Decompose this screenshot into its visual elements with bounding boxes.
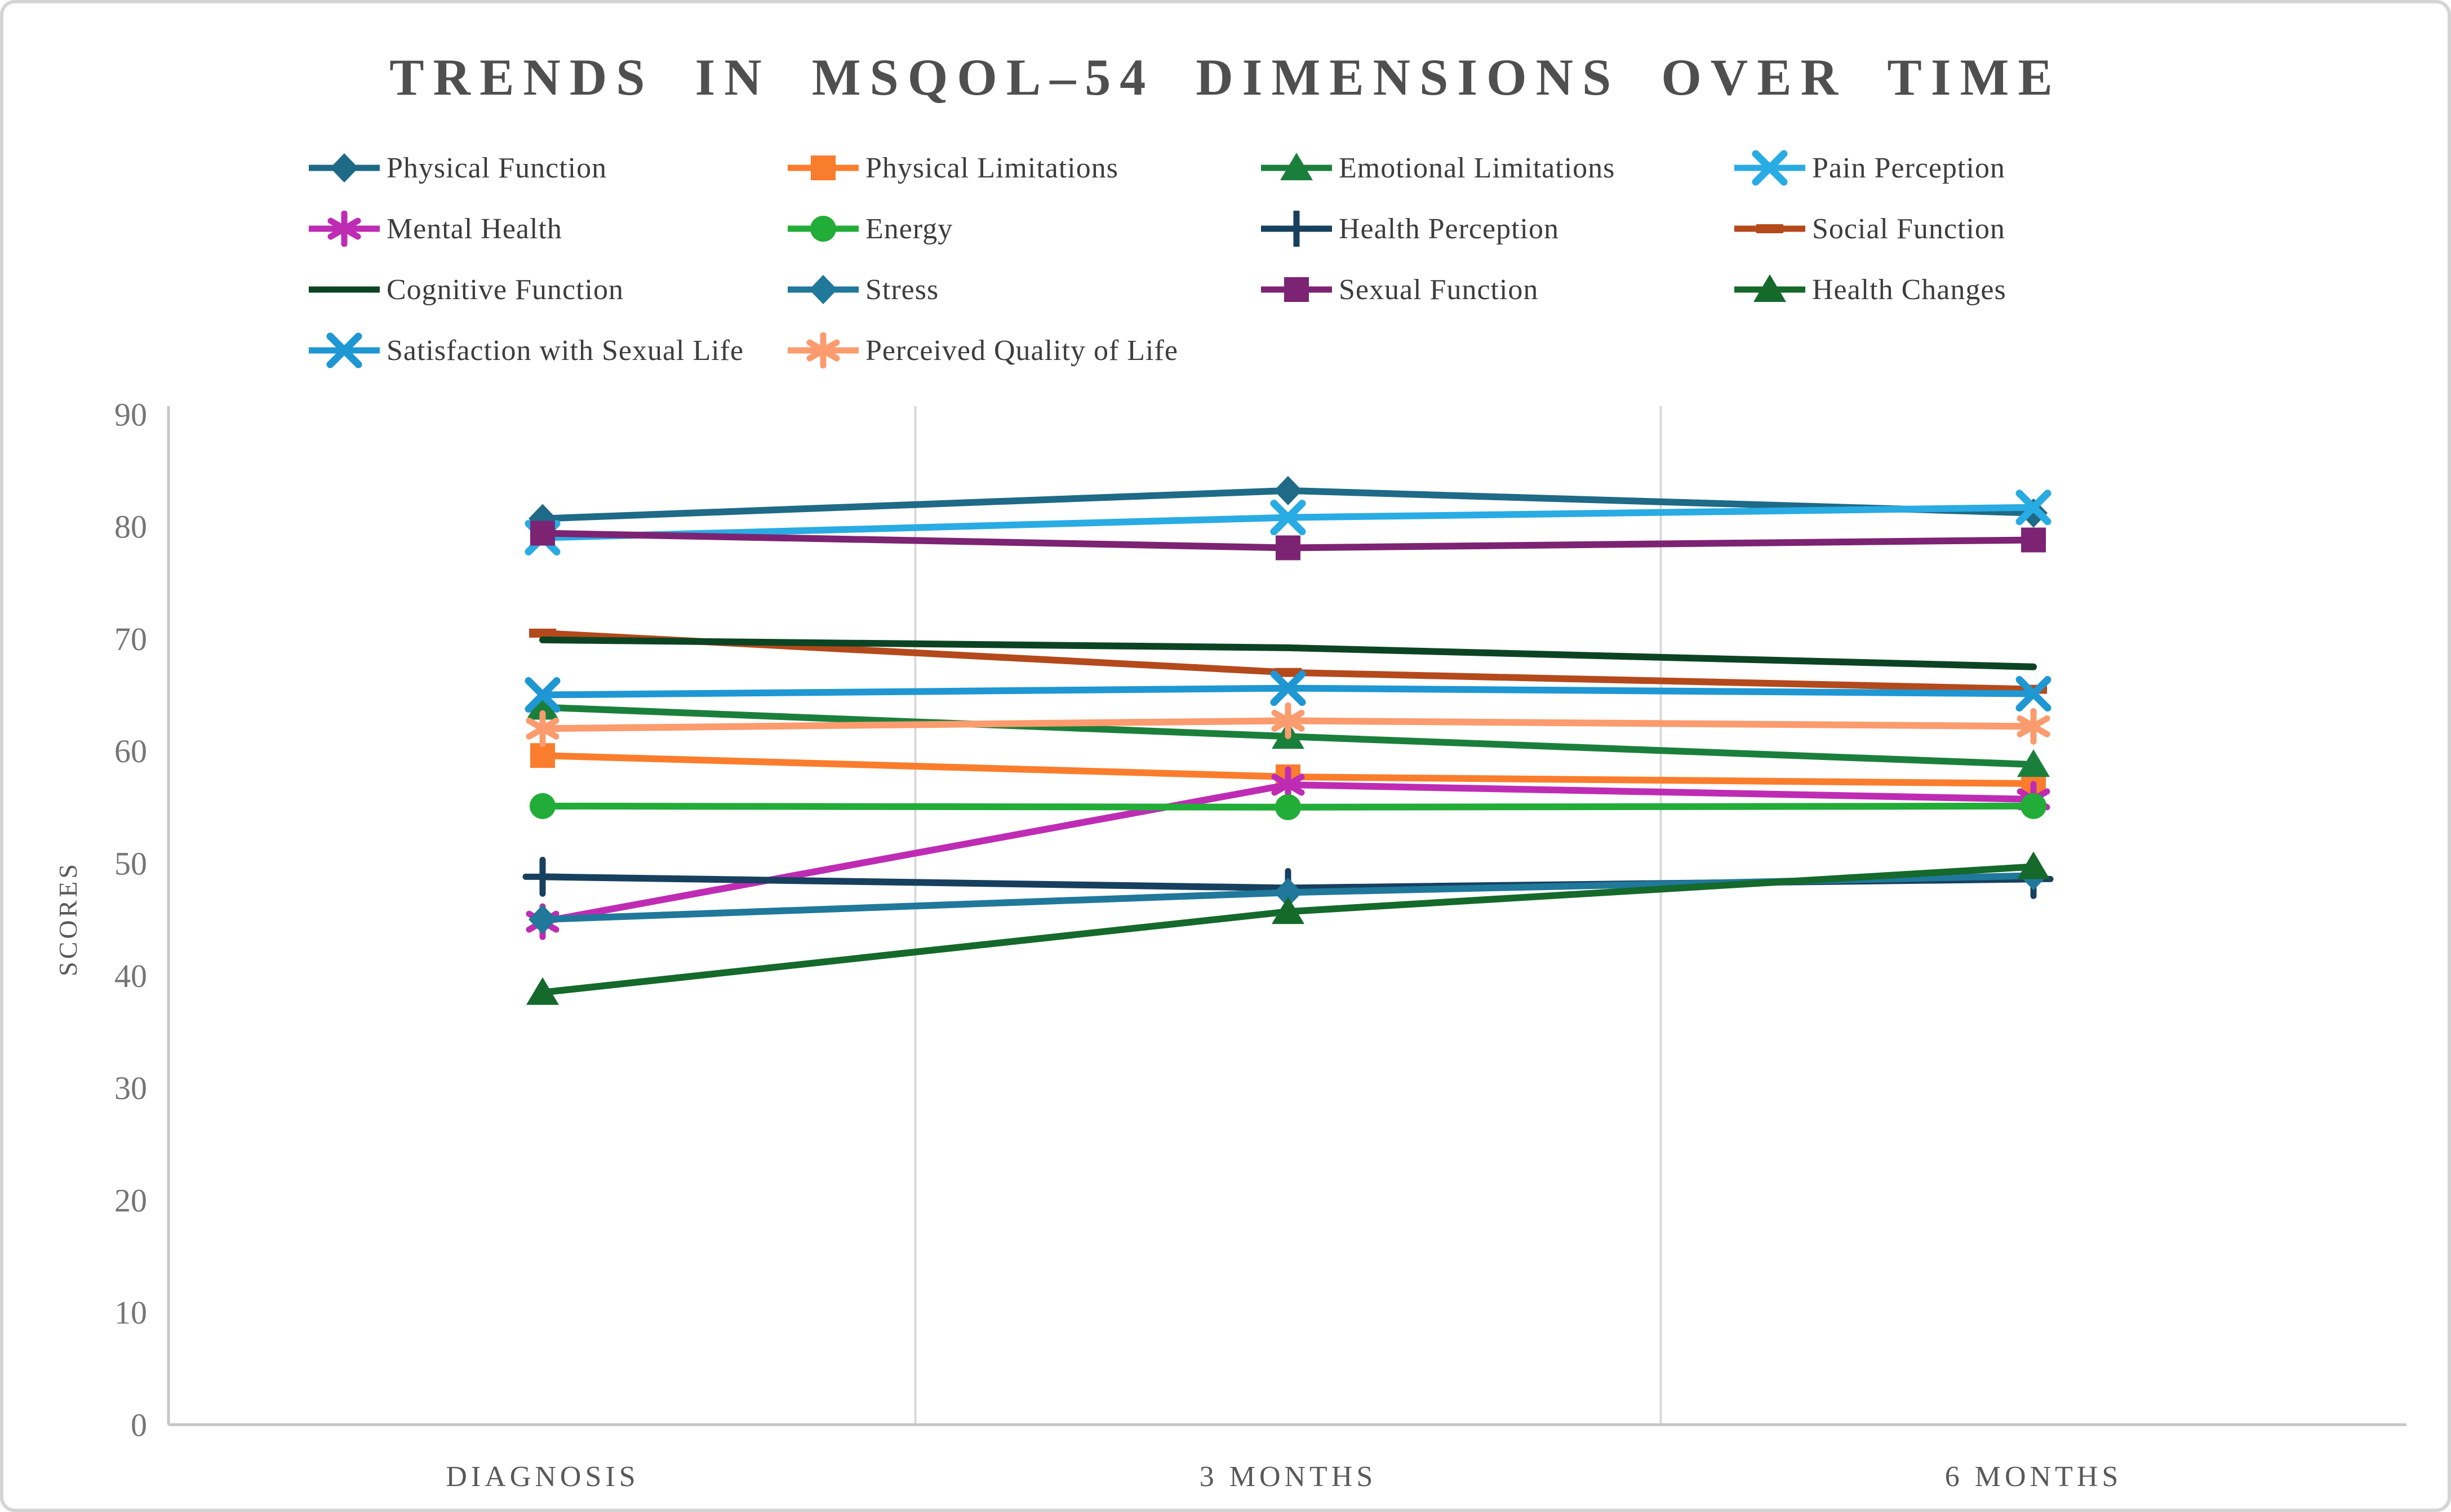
series-cognitive-function (539, 636, 2037, 670)
y-tick-label: 70 (114, 621, 147, 657)
cognitive-function-legend-marker-icon (309, 286, 380, 293)
legend-label: Social Function (1812, 212, 2005, 245)
legend-item-emotional-limitations: Emotional Limitations (1260, 148, 1733, 188)
y-tick-label: 50 (114, 846, 147, 882)
legend-label: Energy (865, 212, 953, 245)
y-tick-label: 20 (114, 1182, 147, 1219)
legend-item-cognitive-function: Cognitive Function (308, 269, 787, 310)
legend-item-health-perception: Health Perception (1260, 208, 1733, 249)
physical-limitations-legend-marker-icon (788, 155, 859, 180)
y-tick-label: 30 (114, 1070, 147, 1106)
y-tick-label: 40 (114, 958, 147, 994)
emotional-limitations-legend-marker-icon (1261, 153, 1332, 180)
legend-label: Health Perception (1339, 212, 1559, 245)
perceived-quality-of-life-legend-marker-icon (788, 332, 859, 368)
legend-item-physical-limitations: Physical Limitations (787, 148, 1260, 188)
series-energy (530, 793, 2046, 820)
legend-item-social-function: Social Function (1733, 208, 2280, 249)
chart-legend: Physical Function Physical Limitations Emo… (308, 148, 2280, 371)
legend-item-satisfaction-with-sexual-life: Satisfaction with Sexual Life (308, 330, 787, 371)
satisfaction-with-sexual-life-legend-marker-icon (309, 332, 380, 368)
legend-label: Mental Health (387, 212, 562, 245)
pain-perception-legend-marker-icon (1734, 150, 1805, 186)
series-physical-function (529, 475, 2048, 533)
legend-item-physical-function: Physical Function (308, 148, 787, 188)
stress-legend-marker-icon (788, 275, 859, 304)
legend-label: Sexual Function (1339, 273, 1539, 306)
legend-label: Emotional Limitations (1339, 152, 1615, 184)
x-category-label: 3 MONTHS (1200, 1461, 1377, 1493)
social-function-legend-marker-icon (1734, 224, 1805, 233)
legend-item-pain-perception: Pain Perception (1733, 148, 2280, 188)
chart-title: TRENDS IN MSQOL–54 DIMENSIONS OVER TIME (389, 48, 2062, 106)
legend-item-stress: Stress (787, 269, 1260, 310)
y-tick-label: 0 (131, 1407, 147, 1443)
legend-label: Cognitive Function (387, 273, 624, 306)
legend-label: Satisfaction with Sexual Life (387, 334, 744, 367)
series-perceived-quality-of-life (526, 702, 2050, 747)
y-tick-label: 10 (114, 1295, 147, 1331)
y-tick-label: 60 (114, 733, 147, 770)
y-tick-label: 90 (114, 396, 147, 433)
health-changes-legend-marker-icon (1734, 274, 1805, 302)
series-satisfaction-with-sexual-life (525, 670, 2052, 713)
legend-label: Pain Perception (1812, 152, 2005, 184)
legend-label: Perceived Quality of Life (865, 334, 1178, 367)
line-chart: 0 10 20 30 40 50 60 70 80 90 DIAGNOSIS 3 MONTHS 6 MO… (54, 396, 2406, 1493)
x-category-label: DIAGNOSIS (446, 1461, 639, 1493)
legend-label: Health Changes (1812, 273, 2006, 306)
legend-item-sexual-function: Sexual Function (1260, 269, 1733, 310)
series-health-changes (526, 851, 2050, 1005)
x-category-label: 6 MONTHS (1945, 1461, 2123, 1493)
legend-label: Physical Limitations (865, 152, 1118, 184)
legend-label: Stress (865, 273, 939, 306)
energy-legend-marker-icon (788, 216, 859, 242)
legend-label: Physical Function (387, 152, 607, 184)
mental-health-legend-marker-icon (309, 211, 380, 247)
physical-function-legend-marker-icon (309, 153, 380, 183)
health-perception-legend-marker-icon (1261, 211, 1332, 247)
sexual-function-legend-marker-icon (1261, 277, 1332, 302)
legend-item-health-changes: Health Changes (1733, 269, 2280, 310)
series-sexual-function (530, 521, 2046, 561)
y-tick-label: 80 (114, 509, 147, 545)
legend-item-energy: Energy (787, 208, 1260, 249)
y-axis-title: SCORES (54, 861, 82, 976)
legend-item-perceived-quality-of-life: Perceived Quality of Life (787, 330, 1260, 371)
legend-item-mental-health: Mental Health (308, 208, 787, 249)
